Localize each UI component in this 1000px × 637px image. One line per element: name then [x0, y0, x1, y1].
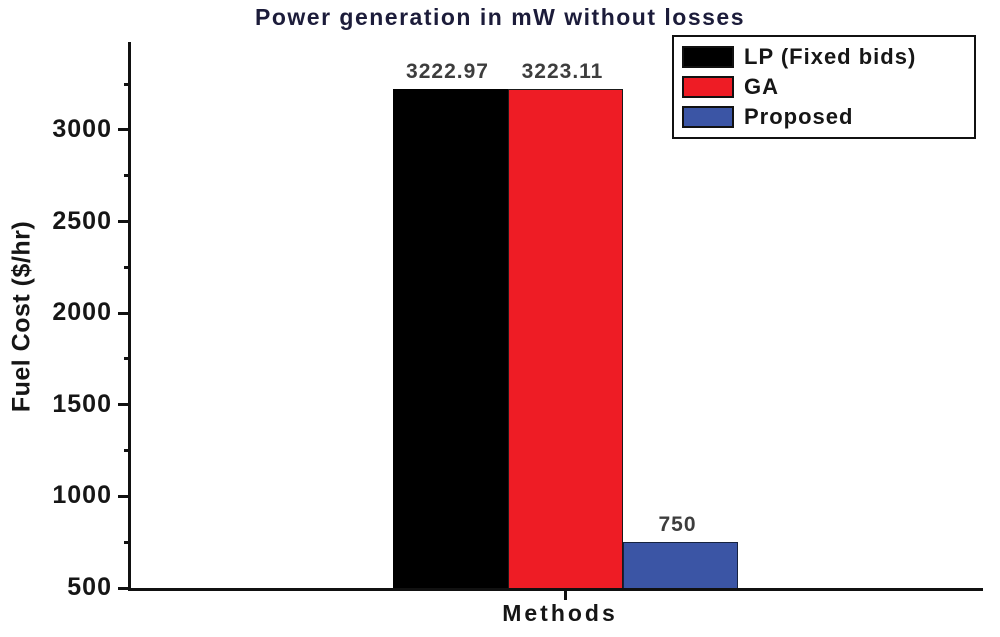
y-tick-label: 1000 — [52, 481, 112, 510]
legend: LP (Fixed bids) GA Proposed — [672, 35, 976, 139]
y-tick-label: 3000 — [52, 114, 112, 143]
y-minor-tick — [124, 82, 131, 86]
y-major-tick — [118, 311, 131, 315]
legend-row: GA — [682, 72, 966, 102]
legend-label: LP (Fixed bids) — [744, 44, 917, 69]
bar-ga — [508, 89, 623, 588]
legend-swatch-icon — [682, 106, 734, 128]
y-minor-tick — [124, 540, 131, 544]
y-tick-label: 500 — [67, 573, 112, 601]
legend-label: Proposed — [744, 104, 854, 129]
y-minor-tick — [124, 357, 131, 361]
x-major-tick — [564, 588, 567, 600]
bar-value-label: 3223.11 — [521, 60, 604, 84]
y-major-tick — [118, 220, 131, 224]
y-minor-tick — [124, 265, 131, 269]
plot-area — [118, 42, 983, 600]
y-tick-label: 1500 — [52, 389, 112, 418]
y-major-tick — [118, 494, 131, 498]
y-major-tick — [118, 403, 131, 407]
legend-row: Proposed — [682, 102, 966, 132]
bar-proposed — [623, 542, 738, 588]
legend-row: LP (Fixed bids) — [682, 42, 966, 72]
y-minor-tick — [124, 449, 131, 453]
legend-label: GA — [744, 74, 779, 99]
legend-swatch-icon — [682, 46, 734, 68]
y-minor-tick — [124, 174, 131, 178]
legend-swatch-icon — [682, 76, 734, 98]
x-axis-title: Methods — [502, 600, 618, 626]
y-major-tick — [118, 128, 131, 132]
y-tick-label: 2500 — [52, 206, 112, 235]
bar-value-label: 750 — [658, 513, 697, 537]
bar-value-label: 3222.97 — [406, 60, 489, 84]
chart-title: Power generation in mW without losses — [255, 4, 745, 30]
y-tick-label: 2000 — [52, 298, 112, 327]
y-major-tick — [118, 586, 131, 590]
bar-lp-fixed-bids — [393, 89, 508, 588]
